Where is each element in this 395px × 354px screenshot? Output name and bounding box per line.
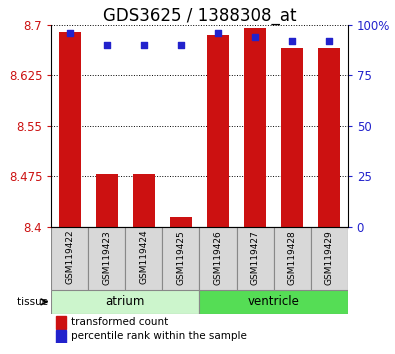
Bar xyxy=(170,217,192,227)
Point xyxy=(178,42,184,48)
Text: atrium: atrium xyxy=(106,295,145,308)
Text: GSM119423: GSM119423 xyxy=(102,230,111,285)
Bar xyxy=(199,290,348,314)
Text: GSM119429: GSM119429 xyxy=(325,230,334,285)
Text: percentile rank within the sample: percentile rank within the sample xyxy=(71,331,246,341)
Bar xyxy=(244,28,266,227)
Point xyxy=(104,42,110,48)
Bar xyxy=(310,227,348,290)
Bar xyxy=(51,227,88,290)
Text: GSM119425: GSM119425 xyxy=(177,230,186,285)
Bar xyxy=(281,48,303,227)
Bar xyxy=(96,174,118,227)
Bar xyxy=(199,227,237,290)
Bar xyxy=(126,227,162,290)
Text: transformed count: transformed count xyxy=(71,318,168,327)
Text: GSM119422: GSM119422 xyxy=(65,230,74,285)
Bar xyxy=(207,35,229,227)
Point xyxy=(215,30,221,36)
Point xyxy=(67,30,73,36)
Text: tissue: tissue xyxy=(17,297,51,307)
Bar xyxy=(318,48,340,227)
Bar xyxy=(51,290,199,314)
Bar xyxy=(56,330,66,343)
Bar xyxy=(56,316,66,329)
Bar xyxy=(133,174,155,227)
Text: GSM119427: GSM119427 xyxy=(250,230,260,285)
Point xyxy=(326,38,332,44)
Text: GSM119424: GSM119424 xyxy=(139,230,149,285)
Title: GDS3625 / 1388308_at: GDS3625 / 1388308_at xyxy=(103,7,296,25)
Text: GSM119426: GSM119426 xyxy=(213,230,222,285)
Bar xyxy=(59,32,81,227)
Bar xyxy=(162,227,199,290)
Point xyxy=(289,38,295,44)
Bar xyxy=(237,227,274,290)
Bar xyxy=(88,227,126,290)
Point xyxy=(141,42,147,48)
Point xyxy=(252,34,258,40)
Text: ventricle: ventricle xyxy=(248,295,299,308)
Text: GSM119428: GSM119428 xyxy=(288,230,297,285)
Bar xyxy=(274,227,310,290)
